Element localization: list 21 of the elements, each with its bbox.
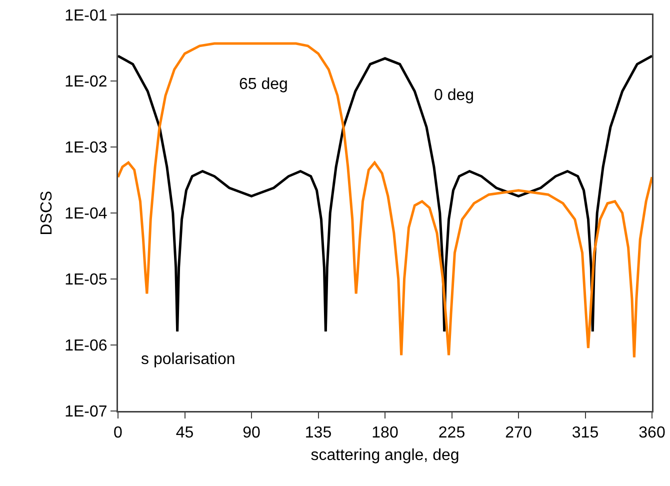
x-tick-label: 0 xyxy=(114,424,123,442)
series-label: 0 deg xyxy=(434,87,474,104)
y-axis-title: DSCS xyxy=(38,190,56,236)
x-tick-label: 135 xyxy=(304,424,332,442)
y-tick-label: 1E-06 xyxy=(64,338,108,355)
x-tick-label: 45 xyxy=(176,424,194,442)
annotation: s polarisation xyxy=(141,351,236,368)
x-tick-label: 180 xyxy=(372,424,398,442)
text: 65 deg xyxy=(239,76,288,93)
x-tick-label: 315 xyxy=(572,424,599,442)
x-tick-label: 270 xyxy=(505,424,532,442)
y-tick-label: 1E-03 xyxy=(64,140,108,157)
x-tick-label: 225 xyxy=(438,424,466,442)
x-tick-label: 90 xyxy=(242,424,260,442)
y-tick-label: 1E-04 xyxy=(64,206,108,223)
y-tick-label: 1E-07 xyxy=(64,404,108,421)
x-axis-title: scattering angle, deg xyxy=(310,447,460,464)
y-tick-label: 1E-02 xyxy=(64,74,108,91)
x-tick-label: 360 xyxy=(638,424,666,442)
y-tick-label: 1E-05 xyxy=(64,272,108,289)
y-tick-label: 1E-01 xyxy=(64,8,108,25)
